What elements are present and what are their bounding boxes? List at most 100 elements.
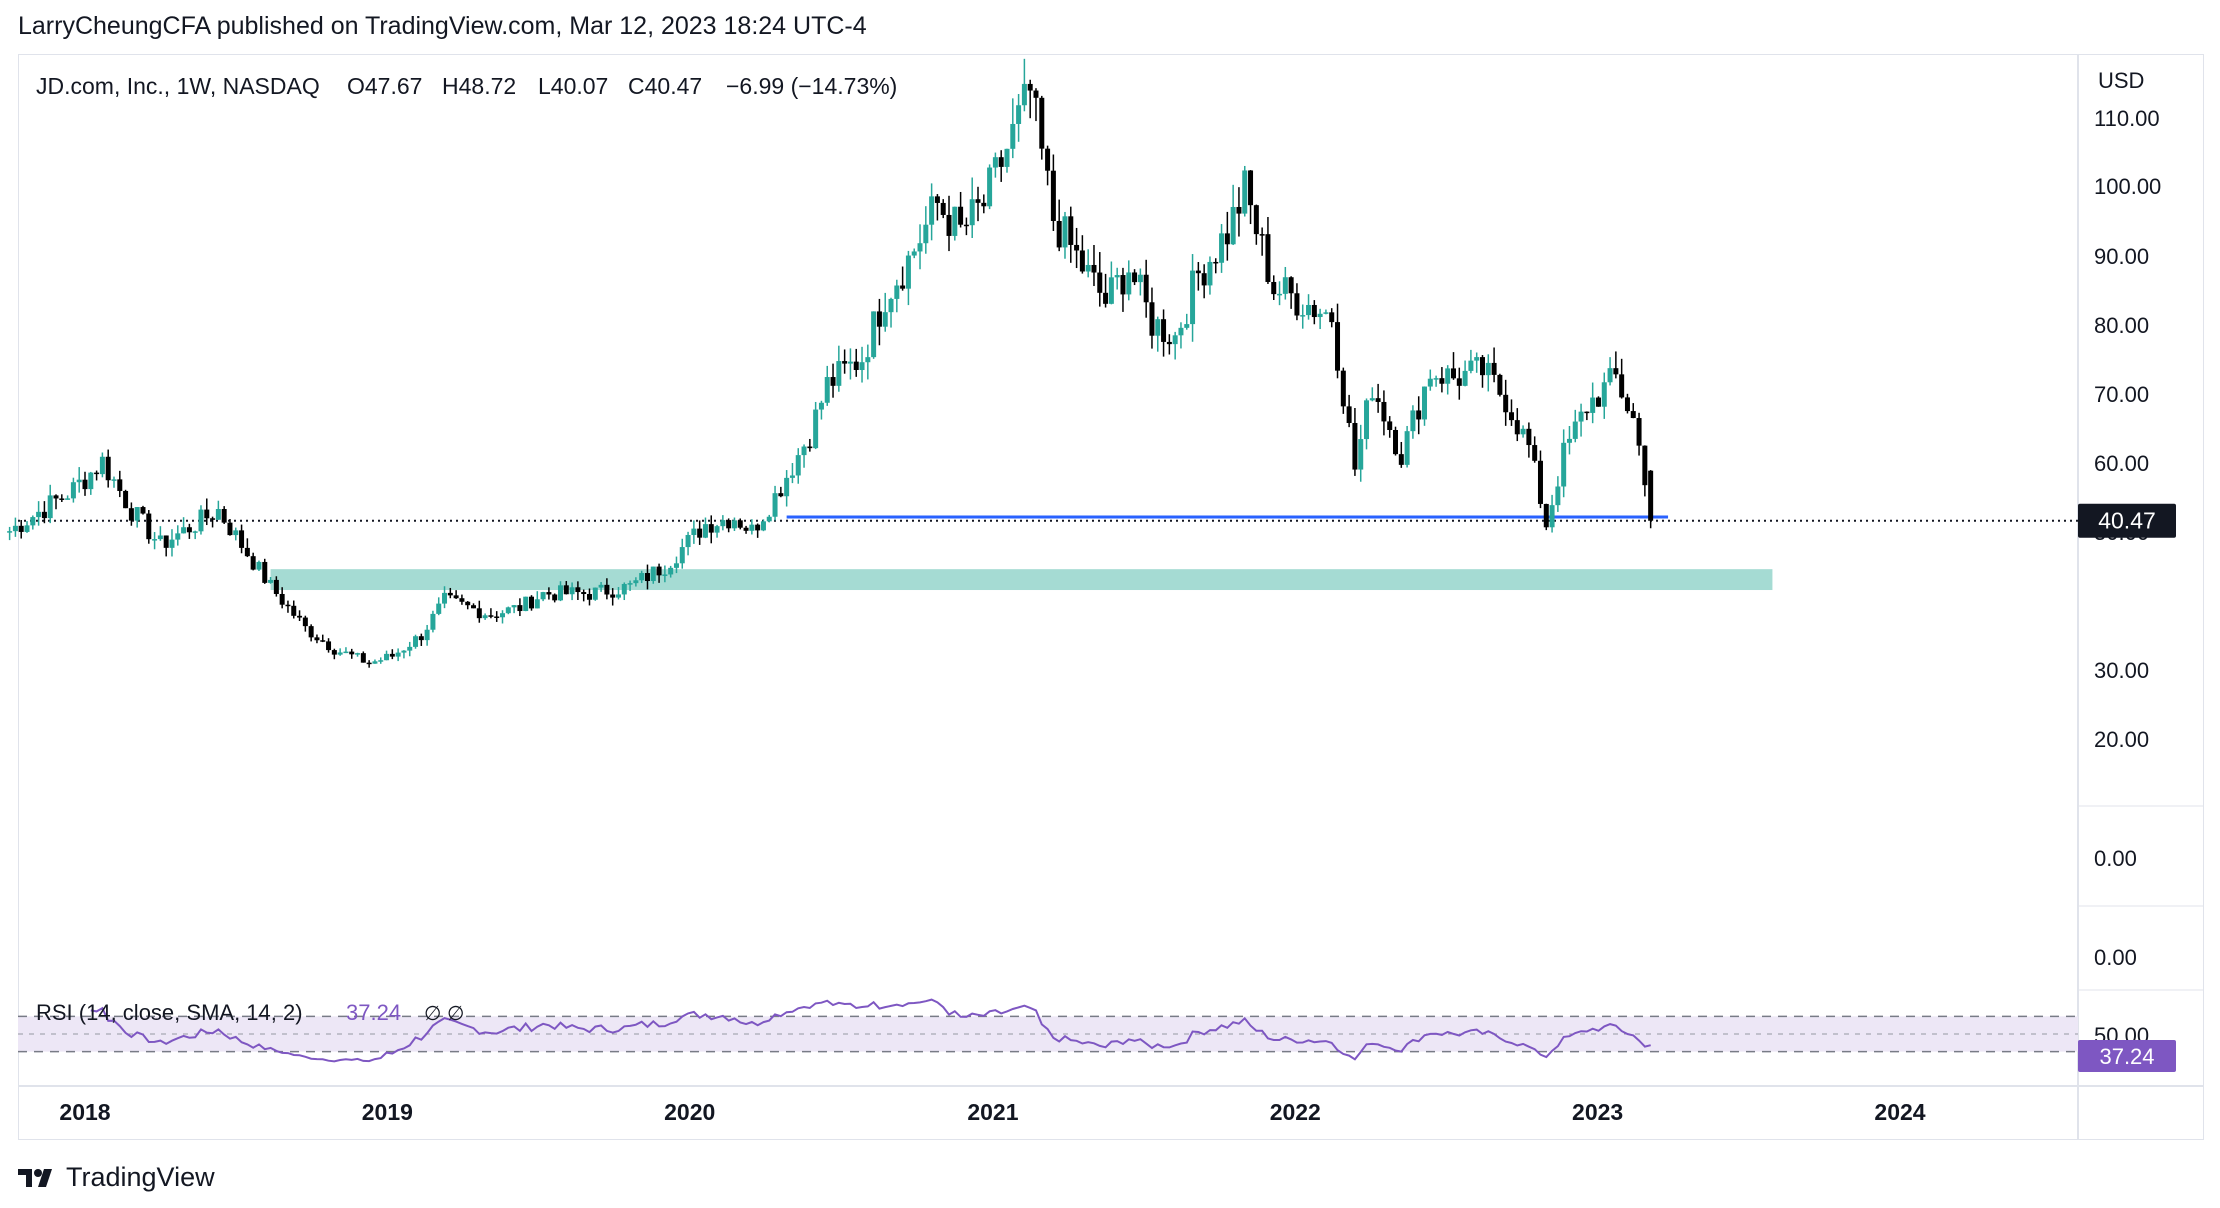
candle[interactable] bbox=[465, 601, 471, 610]
candle[interactable] bbox=[1619, 358, 1625, 399]
candle[interactable] bbox=[853, 348, 859, 377]
candle[interactable] bbox=[650, 566, 656, 584]
candle[interactable] bbox=[1340, 367, 1346, 414]
candle[interactable] bbox=[30, 515, 36, 530]
candle[interactable] bbox=[407, 641, 413, 657]
candle[interactable] bbox=[778, 486, 784, 498]
candle[interactable] bbox=[1578, 403, 1584, 437]
candle[interactable] bbox=[1590, 382, 1596, 424]
candle[interactable] bbox=[1433, 375, 1439, 387]
candle[interactable] bbox=[621, 582, 627, 601]
candle[interactable] bbox=[905, 250, 911, 306]
candle[interactable] bbox=[882, 292, 888, 332]
candle[interactable] bbox=[105, 449, 111, 488]
candle[interactable] bbox=[1364, 398, 1370, 450]
candle[interactable] bbox=[349, 648, 355, 659]
candle[interactable] bbox=[1393, 426, 1399, 456]
candle[interactable] bbox=[633, 577, 639, 587]
candle[interactable] bbox=[1584, 411, 1590, 421]
candle[interactable] bbox=[1317, 308, 1323, 330]
candle[interactable] bbox=[1068, 206, 1074, 263]
candle[interactable] bbox=[7, 526, 13, 541]
candle[interactable] bbox=[500, 610, 506, 624]
candle[interactable] bbox=[586, 588, 592, 606]
candle[interactable] bbox=[1184, 313, 1190, 330]
candle[interactable] bbox=[1503, 379, 1509, 426]
candle[interactable] bbox=[360, 651, 366, 663]
candle[interactable] bbox=[517, 598, 523, 617]
candle[interactable] bbox=[343, 647, 349, 654]
candle[interactable] bbox=[615, 587, 621, 600]
candle[interactable] bbox=[1642, 445, 1648, 497]
candle[interactable] bbox=[297, 610, 303, 621]
candle[interactable] bbox=[842, 349, 848, 374]
candle[interactable] bbox=[505, 606, 511, 615]
candle[interactable] bbox=[807, 438, 813, 452]
candle[interactable] bbox=[378, 657, 384, 664]
candle[interactable] bbox=[436, 597, 442, 616]
candle[interactable] bbox=[743, 525, 749, 534]
candle[interactable] bbox=[673, 556, 679, 574]
candle[interactable] bbox=[923, 206, 929, 254]
candle[interactable] bbox=[1404, 425, 1410, 468]
candle[interactable] bbox=[575, 581, 581, 601]
candle[interactable] bbox=[552, 593, 558, 603]
candle[interactable] bbox=[639, 570, 645, 584]
candle[interactable] bbox=[1601, 372, 1607, 419]
candle[interactable] bbox=[1178, 322, 1184, 349]
candle[interactable] bbox=[1259, 227, 1265, 256]
candle[interactable] bbox=[557, 581, 563, 602]
candle[interactable] bbox=[355, 652, 361, 657]
candle[interactable] bbox=[795, 448, 801, 484]
candle[interactable] bbox=[1033, 88, 1039, 122]
candle[interactable] bbox=[94, 470, 100, 481]
candle[interactable] bbox=[314, 634, 320, 644]
support-zone[interactable] bbox=[270, 569, 1773, 591]
candle[interactable] bbox=[215, 500, 221, 520]
candle[interactable] bbox=[1439, 367, 1445, 393]
candle[interactable] bbox=[708, 515, 714, 544]
candle[interactable] bbox=[1422, 386, 1428, 426]
candle[interactable] bbox=[424, 624, 430, 646]
rsi-line[interactable] bbox=[90, 998, 1651, 1063]
candle[interactable] bbox=[1004, 148, 1010, 173]
candle[interactable] bbox=[1172, 331, 1178, 360]
candle[interactable] bbox=[1514, 408, 1520, 442]
candle[interactable] bbox=[256, 560, 262, 571]
candle[interactable] bbox=[1427, 369, 1433, 391]
candle[interactable] bbox=[1056, 199, 1062, 252]
candle[interactable] bbox=[134, 506, 140, 528]
candle[interactable] bbox=[53, 494, 59, 510]
candle[interactable] bbox=[1485, 354, 1491, 392]
candle[interactable] bbox=[523, 596, 529, 612]
candle[interactable] bbox=[18, 519, 24, 539]
candles[interactable] bbox=[7, 58, 1654, 668]
candle[interactable] bbox=[1346, 394, 1352, 428]
candle[interactable] bbox=[1190, 254, 1196, 342]
candle[interactable] bbox=[476, 600, 482, 623]
candle[interactable] bbox=[1079, 235, 1085, 274]
candle[interactable] bbox=[1248, 170, 1254, 225]
candle[interactable] bbox=[88, 471, 94, 495]
candle[interactable] bbox=[372, 659, 378, 664]
candle[interactable] bbox=[389, 649, 395, 660]
candle[interactable] bbox=[210, 516, 216, 528]
candle[interactable] bbox=[24, 521, 30, 533]
candle[interactable] bbox=[1491, 347, 1497, 383]
candle[interactable] bbox=[1114, 267, 1120, 290]
candle[interactable] bbox=[1508, 399, 1514, 426]
candle[interactable] bbox=[546, 587, 552, 600]
candle[interactable] bbox=[1526, 422, 1532, 458]
candle[interactable] bbox=[581, 589, 587, 602]
candle[interactable] bbox=[534, 591, 540, 609]
candle[interactable] bbox=[1161, 309, 1167, 357]
candle[interactable] bbox=[702, 517, 708, 539]
candle[interactable] bbox=[726, 518, 732, 533]
candle[interactable] bbox=[1450, 352, 1456, 380]
candle[interactable] bbox=[140, 505, 146, 515]
candle[interactable] bbox=[1648, 470, 1654, 529]
candle[interactable] bbox=[1108, 261, 1114, 305]
candle[interactable] bbox=[471, 603, 477, 609]
candle[interactable] bbox=[128, 502, 134, 526]
candle[interactable] bbox=[36, 501, 42, 526]
